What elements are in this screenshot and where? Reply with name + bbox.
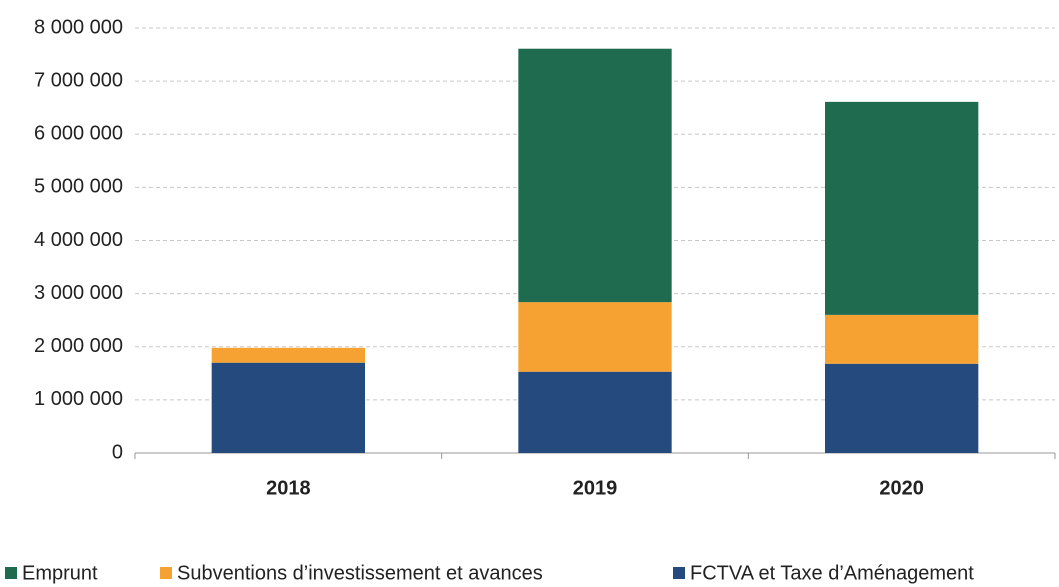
legend-swatch [673,567,685,579]
y-tick-label: 7 000 000 [34,69,123,91]
legend-label: Subventions d’investissement et avances [177,562,543,584]
bar-segment [518,302,672,372]
bar-segment [825,101,979,315]
legend-label: FCTVA et Taxe d’Aménagement [690,562,974,584]
bar-segment [211,347,365,363]
y-tick-label: 1 000 000 [34,388,123,410]
y-tick-label: 5 000 000 [34,176,123,198]
x-tick-label: 2020 [879,477,924,499]
y-tick-label: 2 000 000 [34,335,123,357]
y-tick-label: 0 [112,441,123,463]
legend-label: Emprunt [22,562,98,584]
bar-segment [825,314,979,364]
y-tick-label: 8 000 000 [34,16,123,38]
bar-segment [518,371,672,453]
y-tick-label: 6 000 000 [34,123,123,145]
bar-segment [211,362,365,453]
y-tick-label: 3 000 000 [34,282,123,304]
bar-segment [518,48,672,303]
bar-segment [825,363,979,453]
y-tick-label: 4 000 000 [34,229,123,251]
x-tick-label: 2019 [573,477,618,499]
legend-swatch [5,567,17,579]
legend-swatch [160,567,172,579]
x-tick-label: 2018 [266,477,311,499]
